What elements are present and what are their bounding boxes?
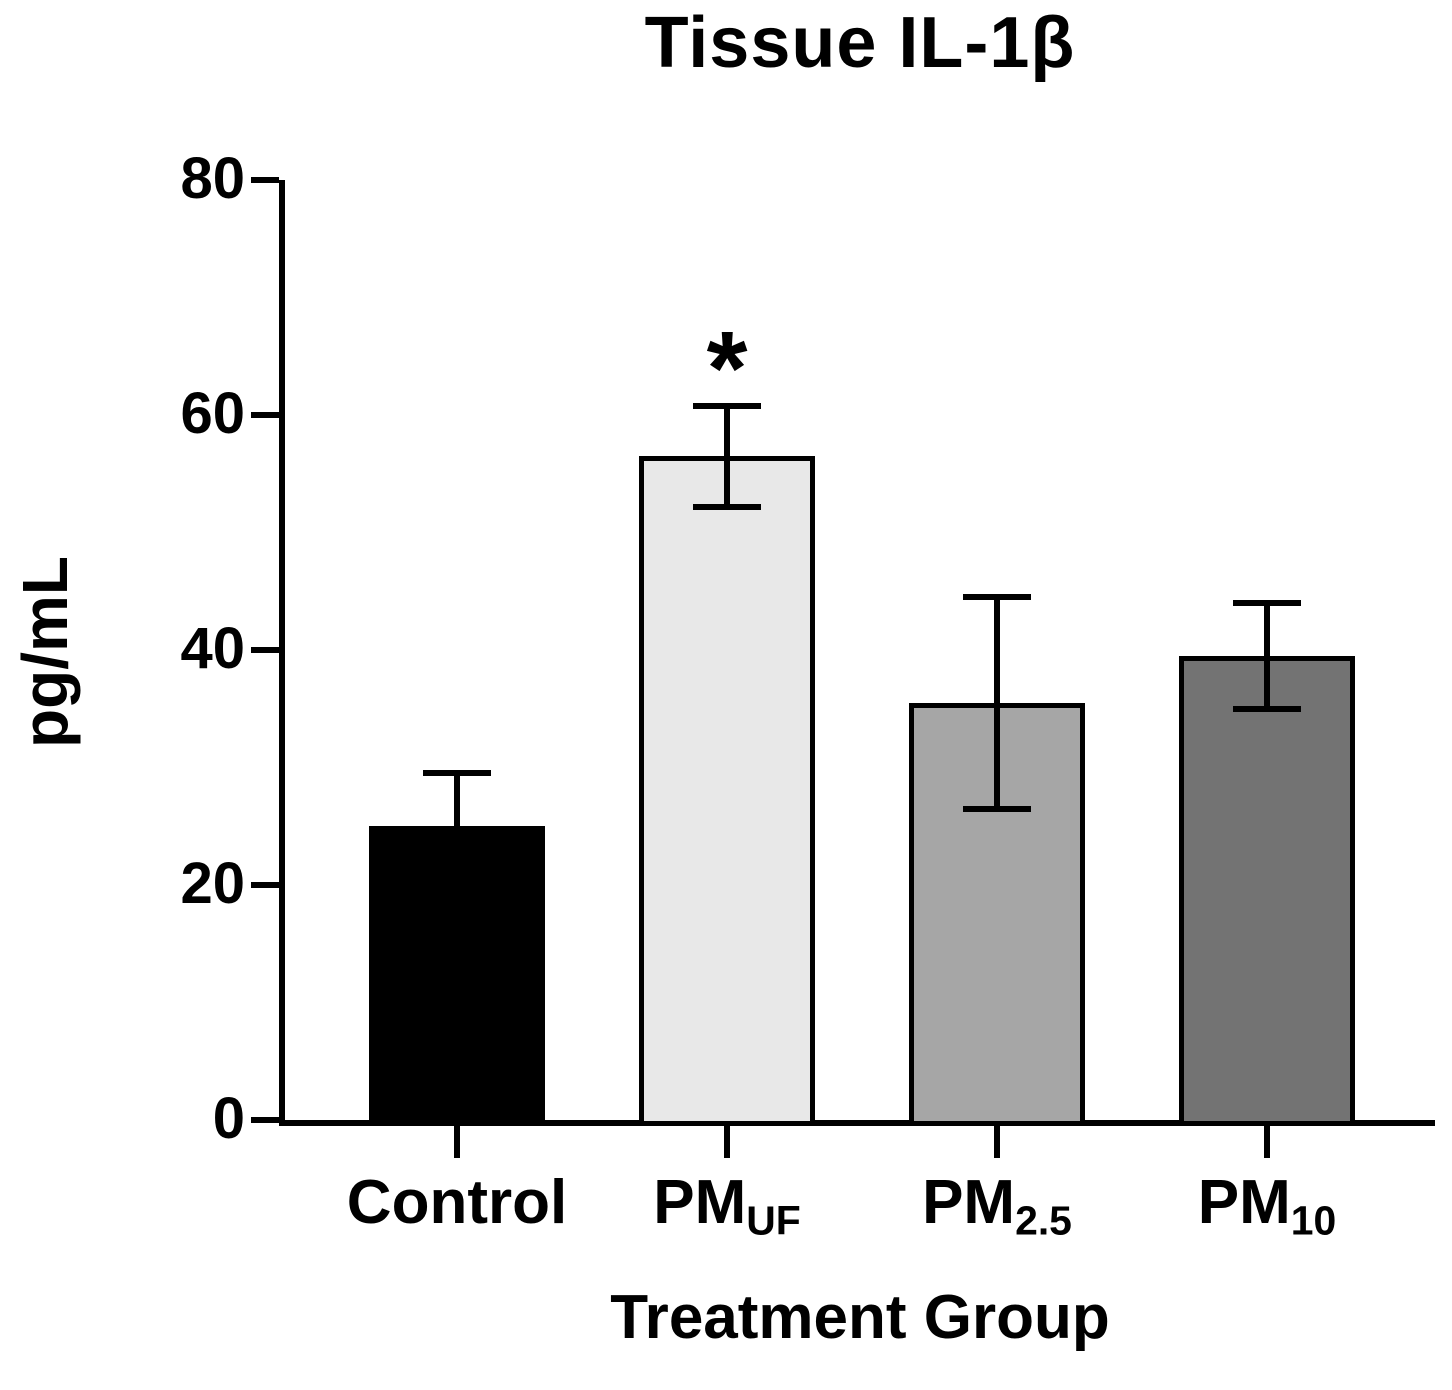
error-bar-line (724, 405, 730, 507)
y-tick-label-20: 20 (180, 851, 245, 916)
category-label-text: PM (653, 1168, 747, 1237)
y-tick-mark (251, 412, 279, 418)
error-bar-line (994, 597, 1000, 809)
y-tick-mark (251, 1117, 279, 1123)
error-bar-cap-bottom (423, 876, 491, 883)
error-bar-line (1264, 603, 1270, 709)
category-label-subscript: 2.5 (1015, 1197, 1072, 1244)
error-bar-line (454, 773, 460, 880)
x-tick-label-pmuf: PMUF (567, 1166, 887, 1257)
x-tick-label-control: Control (297, 1166, 617, 1240)
bar-pm10 (1179, 655, 1355, 1126)
x-tick-mark (994, 1126, 1000, 1158)
y-tick-label-0: 0 (212, 1086, 245, 1151)
x-tick-mark (1264, 1126, 1270, 1158)
significance-asterisk: * (706, 309, 748, 427)
error-bar-cap-bottom (963, 805, 1031, 812)
y-axis-line (279, 180, 285, 1126)
category-label-text: PM (1197, 1168, 1291, 1237)
x-axis-line (279, 1120, 1435, 1126)
error-bar-cap-top (693, 402, 761, 409)
category-label-subscript: 10 (1290, 1197, 1337, 1244)
error-bar-cap-bottom (1233, 705, 1301, 712)
category-label-text: PM (922, 1168, 1016, 1237)
y-tick-mark (251, 177, 279, 183)
chart-title: Tissue IL-1β (644, 3, 1076, 83)
x-tick-label-pm10: PM10 (1107, 1166, 1427, 1257)
y-tick-label-60: 60 (180, 381, 245, 446)
x-tick-mark (454, 1126, 460, 1158)
error-bar-cap-bottom (693, 503, 761, 510)
error-bar-cap-top (963, 594, 1031, 601)
category-label-subscript: UF (746, 1197, 801, 1244)
error-bar-cap-top (423, 770, 491, 777)
y-tick-label-80: 80 (180, 146, 245, 211)
category-label-text: Control (346, 1168, 568, 1237)
y-tick-mark (251, 647, 279, 653)
y-tick-label-40: 40 (180, 616, 245, 681)
x-tick-mark (724, 1126, 730, 1158)
y-tick-mark (251, 882, 279, 888)
error-bar-cap-top (1233, 600, 1301, 606)
bar-pmuf (639, 456, 815, 1126)
x-axis-label: Treatment Group (610, 1283, 1110, 1352)
x-tick-label-pm2.5: PM2.5 (837, 1166, 1157, 1257)
